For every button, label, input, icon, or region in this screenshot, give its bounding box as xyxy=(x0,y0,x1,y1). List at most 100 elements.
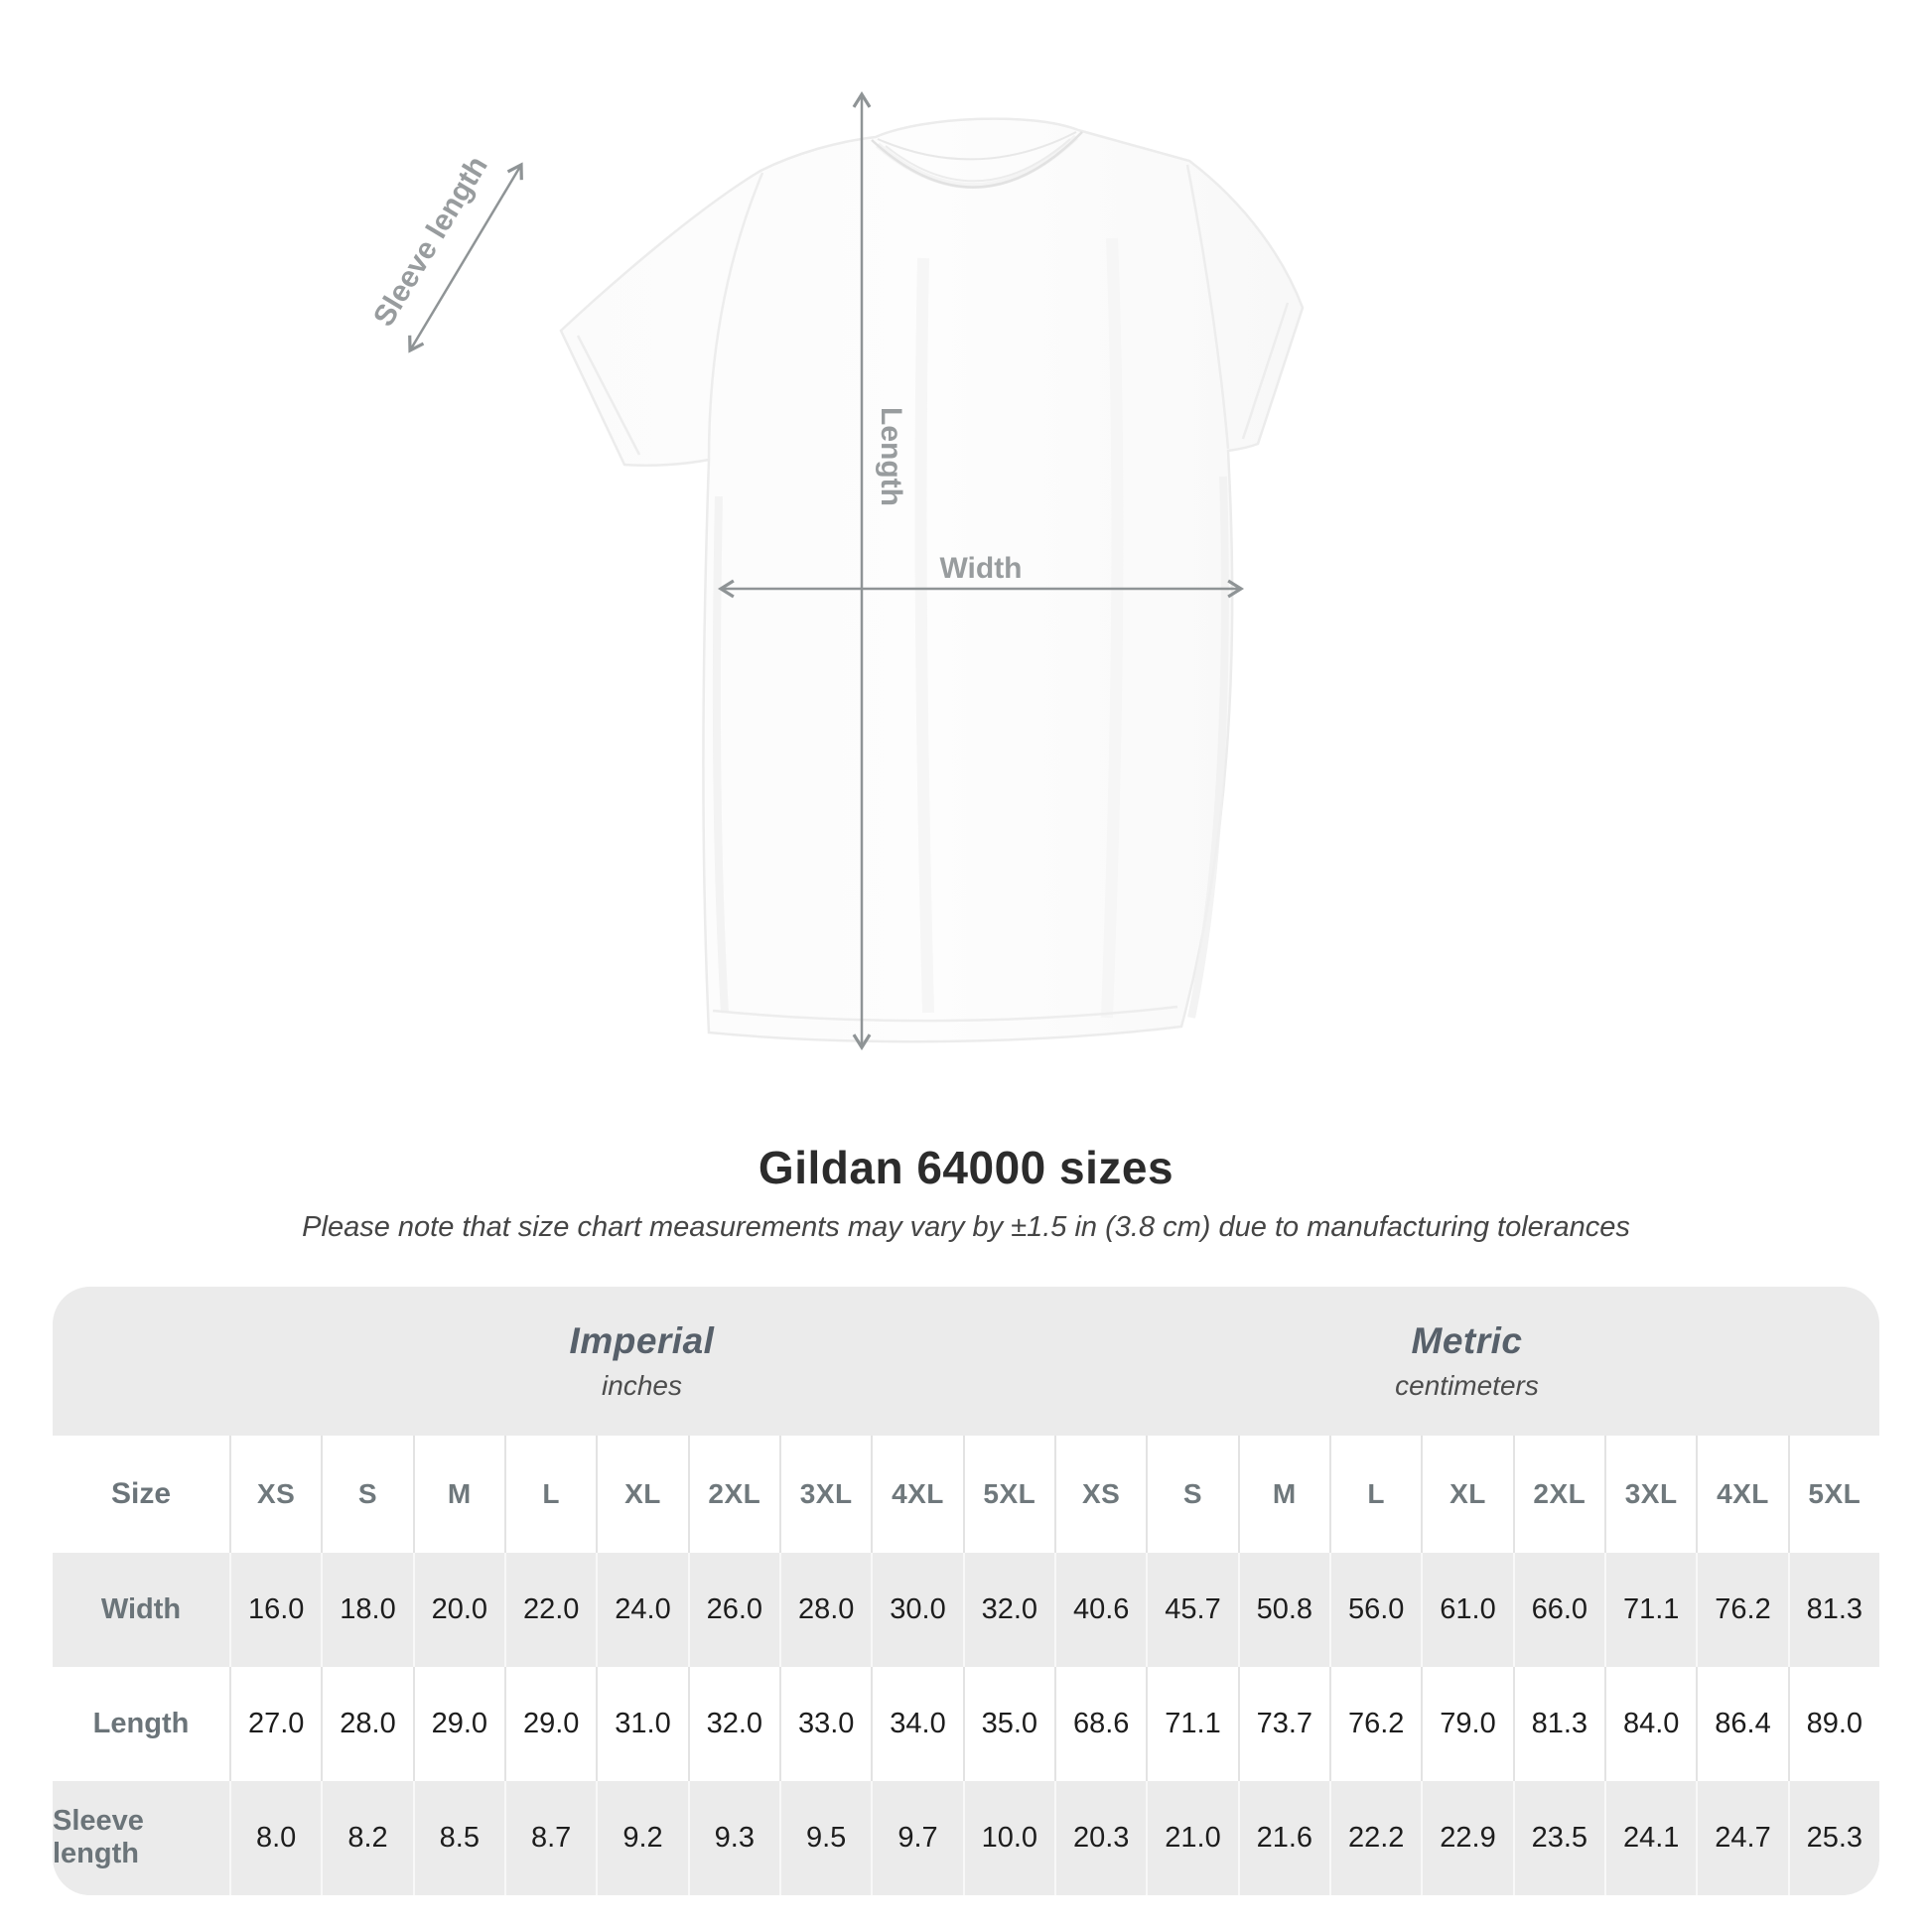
size-header-metric-2xl: 2XL xyxy=(1512,1435,1604,1553)
width-metric-2xl-value: 66.0 xyxy=(1512,1552,1604,1667)
table-row-length: Length 27.0 28.0 29.0 29.0 31.0 32.0 33.0 34.0 35… xyxy=(53,1666,1879,1781)
sleeve-length-metric-m-value: 21.6 xyxy=(1237,1780,1329,1895)
length-imperial-s-value: 28.0 xyxy=(321,1666,412,1781)
width-imperial-5xl-value: 32.0 xyxy=(962,1552,1054,1667)
sleeve-length-imperial-xs-value: 8.0 xyxy=(229,1780,321,1895)
metric-unit-label: centimeters xyxy=(1395,1369,1539,1401)
sleeve-length-metric-4xl-value: 24.7 xyxy=(1696,1780,1787,1895)
sleeve-length-metric-s-value: 21.0 xyxy=(1146,1780,1237,1895)
size-header-metric-s: S xyxy=(1146,1435,1237,1553)
width-imperial-s-value: 18.0 xyxy=(321,1552,412,1667)
length-imperial-l-value: 29.0 xyxy=(504,1666,596,1781)
size-header-imperial-3xl: 3XL xyxy=(779,1435,871,1553)
length-metric-5xl-value: 89.0 xyxy=(1787,1666,1879,1781)
length-imperial-xs-value: 27.0 xyxy=(229,1666,321,1781)
imperial-label: Imperial xyxy=(569,1319,715,1361)
size-header-metric-3xl: 3XL xyxy=(1604,1435,1696,1553)
tshirt-collar xyxy=(871,131,1083,189)
length-imperial-4xl-value: 34.0 xyxy=(871,1666,962,1781)
length-metric-m-value: 73.7 xyxy=(1237,1666,1329,1781)
tshirt-diagram-svg: Sleeve length Length Width xyxy=(367,90,1305,1051)
table-row-width: Width 16.0 18.0 20.0 22.0 24.0 26.0 28.0 30.0 32.… xyxy=(53,1552,1879,1667)
measurement-annotations xyxy=(408,90,1245,1051)
sleeve-length-imperial-s-value: 8.2 xyxy=(321,1780,412,1895)
size-header-metric-m: M xyxy=(1237,1435,1329,1553)
sleeve-length-imperial-2xl-value: 9.3 xyxy=(687,1780,779,1895)
sleeve-length-imperial-l-value: 8.7 xyxy=(504,1780,596,1895)
sleeve-length-arrow xyxy=(408,162,523,353)
page-title: Gildan 64000 sizes xyxy=(758,1142,1174,1193)
tshirt-fold-shading xyxy=(713,237,1229,1019)
sleeve-length-metric-3xl-value: 24.1 xyxy=(1604,1780,1696,1895)
table-body: Width 16.0 18.0 20.0 22.0 24.0 26.0 28.0 30.0 32.… xyxy=(53,1552,1879,1895)
width-metric-m-value: 50.8 xyxy=(1237,1552,1329,1667)
sleeve-length-imperial-xl-value: 9.2 xyxy=(596,1780,687,1895)
length-metric-3xl-value: 84.0 xyxy=(1604,1666,1696,1781)
length-imperial-xl-value: 31.0 xyxy=(596,1666,687,1781)
length-metric-4xl-value: 86.4 xyxy=(1696,1666,1787,1781)
size-chart-table: Imperial inches Metric centimeters Size … xyxy=(53,1286,1879,1895)
size-header-metric-5xl: 5XL xyxy=(1787,1435,1879,1553)
row-label-width: Width xyxy=(100,1592,182,1625)
size-header-imperial-xl: XL xyxy=(596,1435,687,1553)
sleeve-length-metric-l-value: 22.2 xyxy=(1329,1780,1421,1895)
width-imperial-4xl-value: 30.0 xyxy=(871,1552,962,1667)
size-header-imperial-s: S xyxy=(321,1435,412,1553)
tshirt-image xyxy=(559,117,1305,1043)
width-metric-xs-value: 40.6 xyxy=(1054,1552,1146,1667)
metric-label: Metric xyxy=(1411,1319,1523,1361)
length-imperial-2xl-value: 32.0 xyxy=(687,1666,779,1781)
length-label: Length xyxy=(875,407,907,506)
length-imperial-m-value: 29.0 xyxy=(412,1666,504,1781)
sleeve-length-metric-xs-value: 20.3 xyxy=(1054,1780,1146,1895)
width-metric-3xl-value: 71.1 xyxy=(1604,1552,1696,1667)
tolerance-note: Please note that size chart measurements… xyxy=(302,1210,1630,1243)
sleeve-length-imperial-3xl-value: 9.5 xyxy=(779,1780,871,1895)
size-header-metric-l: L xyxy=(1329,1435,1421,1553)
size-header-metric-xl: XL xyxy=(1421,1435,1512,1553)
size-header-imperial-2xl: 2XL xyxy=(687,1435,779,1553)
table-row-sleeve-length: Sleeve length 8.0 8.2 8.5 8.7 9.2 9.3 9.5 9.7 10.… xyxy=(53,1780,1879,1895)
length-metric-s-value: 71.1 xyxy=(1146,1666,1237,1781)
width-metric-5xl-value: 81.3 xyxy=(1787,1552,1879,1667)
size-column-header: Size xyxy=(110,1476,172,1510)
sleeve-length-imperial-m-value: 8.5 xyxy=(412,1780,504,1895)
size-header-metric-4xl: 4XL xyxy=(1696,1435,1787,1553)
width-metric-s-value: 45.7 xyxy=(1146,1552,1237,1667)
row-label-sleeve-length: Sleeve length xyxy=(53,1805,144,1870)
sleeve-length-imperial-4xl-value: 9.7 xyxy=(871,1780,962,1895)
width-imperial-m-value: 20.0 xyxy=(412,1552,504,1667)
width-imperial-l-value: 22.0 xyxy=(504,1552,596,1667)
sleeve-length-metric-2xl-value: 23.5 xyxy=(1512,1780,1604,1895)
length-imperial-5xl-value: 35.0 xyxy=(962,1666,1054,1781)
sleeve-length-metric-5xl-value: 25.3 xyxy=(1787,1780,1879,1895)
width-metric-l-value: 56.0 xyxy=(1329,1552,1421,1667)
width-imperial-2xl-value: 26.0 xyxy=(687,1552,779,1667)
row-label-length: Length xyxy=(92,1707,190,1739)
size-header-imperial-l: L xyxy=(504,1435,596,1553)
sleeve-length-imperial-5xl-value: 10.0 xyxy=(962,1780,1054,1895)
tshirt-seams xyxy=(576,164,1290,1023)
length-metric-l-value: 76.2 xyxy=(1329,1666,1421,1781)
width-metric-4xl-value: 76.2 xyxy=(1696,1552,1787,1667)
width-metric-xl-value: 61.0 xyxy=(1421,1552,1512,1667)
size-header-imperial-m: M xyxy=(412,1435,504,1553)
size-header-imperial-4xl: 4XL xyxy=(871,1435,962,1553)
size-header-row: Size XS S M L XL 2XL 3XL 4XL 5XL XS S M L XL 2XL 3XL 4XL… xyxy=(53,1435,1879,1553)
tshirt-measurement-diagram: Sleeve length Length Width xyxy=(367,90,1305,1051)
length-metric-xl-value: 79.0 xyxy=(1421,1666,1512,1781)
width-label: Width xyxy=(939,552,1022,585)
unit-group-row: Imperial inches Metric centimeters xyxy=(53,1287,1879,1436)
length-imperial-3xl-value: 33.0 xyxy=(779,1666,871,1781)
imperial-group-header: Imperial inches xyxy=(229,1287,1054,1436)
imperial-unit-label: inches xyxy=(602,1369,682,1401)
group-row-spacer xyxy=(53,1287,229,1436)
metric-group-header: Metric centimeters xyxy=(1054,1287,1879,1436)
width-imperial-xl-value: 24.0 xyxy=(596,1552,687,1667)
sleeve-length-metric-xl-value: 22.9 xyxy=(1421,1780,1512,1895)
length-metric-2xl-value: 81.3 xyxy=(1512,1666,1604,1781)
size-header-imperial-xs: XS xyxy=(229,1435,321,1553)
width-imperial-3xl-value: 28.0 xyxy=(779,1552,871,1667)
length-metric-xs-value: 68.6 xyxy=(1054,1666,1146,1781)
size-header-metric-xs: XS xyxy=(1054,1435,1146,1553)
